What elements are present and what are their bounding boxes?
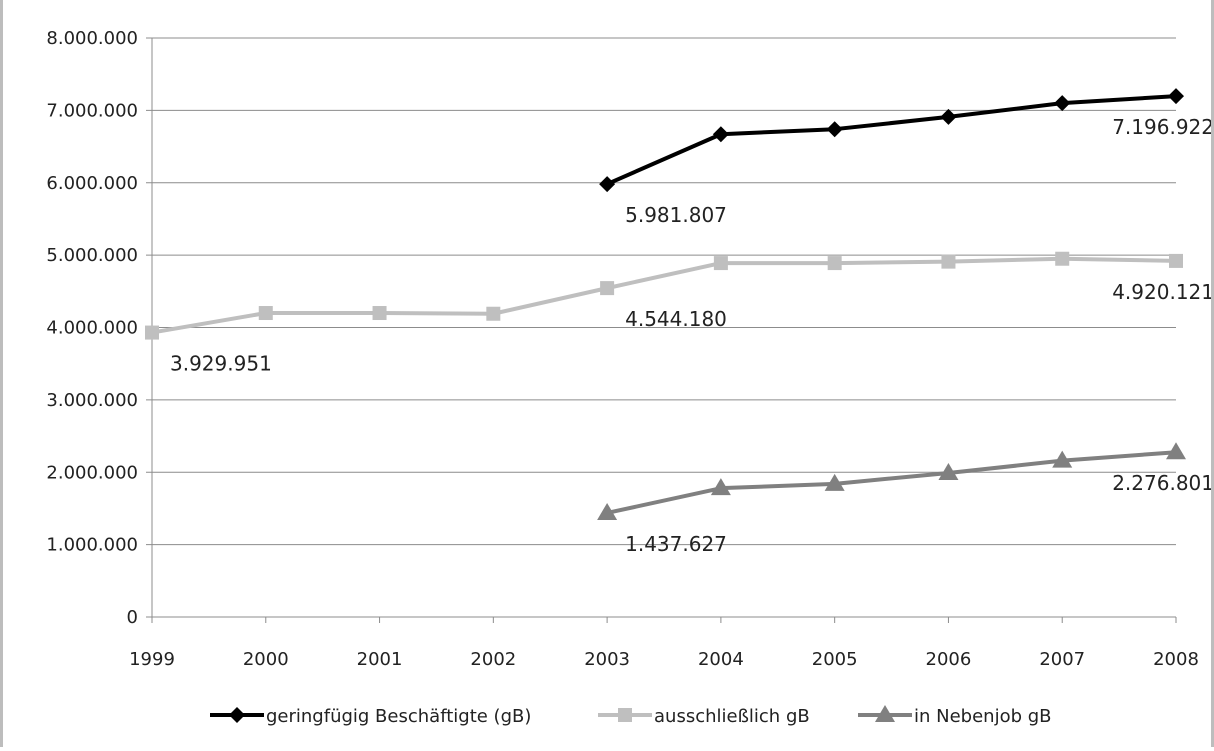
data-point-marker — [486, 306, 501, 321]
data-label: 3.929.951 — [170, 352, 272, 376]
series-lines — [151, 94, 1177, 515]
frame-border-right — [1211, 0, 1214, 747]
x-tick-label: 2007 — [1039, 649, 1085, 670]
data-point-marker — [600, 281, 615, 296]
legend-label: ausschließlich gB — [654, 706, 810, 727]
data-point-marker — [938, 462, 959, 480]
y-tick-label: 1.000.000 — [46, 535, 138, 556]
x-tick-label: 2003 — [584, 649, 630, 670]
data-point-marker — [826, 121, 843, 138]
data-point-marker — [1055, 251, 1070, 266]
frame-border-left — [0, 0, 3, 747]
data-label: 2.276.801 — [1112, 471, 1214, 495]
y-tick-label: 4.000.000 — [46, 318, 138, 339]
x-tick-label: 2008 — [1153, 649, 1199, 670]
series-line — [606, 94, 1177, 186]
legend: geringfügig Beschäftigte (gB) ausschließl… — [210, 705, 1052, 727]
data-point-marker — [597, 502, 618, 520]
x-tick-label: 2000 — [243, 649, 289, 670]
legend-label: in Nebenjob gB — [914, 706, 1052, 727]
x-tick-label: 2002 — [470, 649, 516, 670]
data-point-marker — [710, 478, 731, 496]
y-tick-label: 5.000.000 — [46, 245, 138, 266]
data-label: 1.437.627 — [625, 532, 727, 556]
legend-marker — [618, 708, 632, 722]
data-point-marker — [1169, 253, 1183, 268]
data-point-marker — [372, 306, 387, 321]
data-point-marker — [1054, 95, 1071, 112]
series-line — [606, 450, 1177, 515]
x-tick-label: 1999 — [129, 649, 175, 670]
data-point-marker — [1166, 442, 1186, 460]
x-tick-label: 2006 — [926, 649, 972, 670]
gridlines — [152, 37, 1176, 546]
data-point-marker — [599, 176, 616, 193]
axes: 0 1.000.000 2.000.000 3.000.000 4.000.000 5.0… — [46, 28, 1199, 670]
x-tick-label: 2005 — [812, 649, 858, 670]
y-tick-label: 6.000.000 — [46, 173, 138, 194]
data-point-marker — [940, 108, 957, 125]
data-label: 5.981.807 — [625, 203, 727, 227]
x-tick-label: 2001 — [357, 649, 403, 670]
data-point-marker — [941, 254, 956, 269]
data-label: 7.196.922 — [1112, 115, 1214, 139]
y-tick-label: 2.000.000 — [46, 462, 138, 483]
y-tick-label: 8.000.000 — [46, 28, 138, 49]
series-line — [151, 256, 1177, 335]
data-point-marker — [258, 306, 273, 321]
legend-label: geringfügig Beschäftigte (gB) — [266, 706, 531, 727]
data-point-marker — [824, 473, 845, 491]
data-point-marker — [145, 325, 159, 340]
legend-marker — [229, 707, 245, 723]
data-label: 4.920.121 — [1112, 280, 1214, 304]
legend-item: geringfügig Beschäftigte (gB) — [210, 706, 531, 727]
series-markers — [145, 88, 1186, 520]
data-labels: 5.981.807 7.196.922 3.929.951 4.544.180 4.92… — [170, 115, 1214, 556]
y-tick-label: 7.000.000 — [46, 100, 138, 121]
data-point-marker — [1168, 88, 1184, 105]
y-tick-label: 3.000.000 — [46, 390, 138, 411]
data-point-marker — [1052, 450, 1073, 468]
legend-marker — [875, 705, 895, 722]
y-tick-label: 0 — [127, 607, 138, 628]
data-point-marker — [713, 256, 728, 271]
data-label: 4.544.180 — [625, 307, 727, 331]
data-point-marker — [827, 256, 842, 271]
legend-item: in Nebenjob gB — [858, 705, 1052, 727]
x-tick-label: 2004 — [698, 649, 744, 670]
legend-item: ausschließlich gB — [598, 706, 810, 727]
data-point-marker — [712, 126, 729, 143]
